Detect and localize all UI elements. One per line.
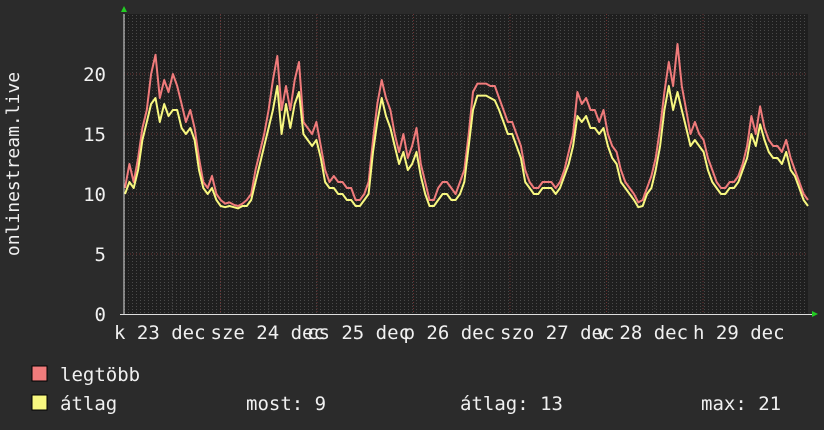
y-tick-label: 20 xyxy=(83,64,106,86)
axes xyxy=(120,6,818,317)
stat-average: átlag: 13 xyxy=(460,393,563,415)
x-tick-label: sze 24 dec xyxy=(211,322,325,344)
y-axis-label: onlinestream.live xyxy=(3,72,24,256)
legend-swatch-avg xyxy=(31,394,48,411)
y-tick-label: 10 xyxy=(83,184,106,206)
y-tick-labels: 0 5 10 15 20 xyxy=(83,64,106,326)
x-tick-label: h 29 dec xyxy=(693,322,785,344)
y-tick-label: 15 xyxy=(83,124,106,146)
x-tick-label: p 26 dec xyxy=(404,322,496,344)
series-line-average xyxy=(124,85,809,210)
x-tick-label: k 23 dec xyxy=(114,322,206,344)
legend-label-avg: átlag xyxy=(60,393,117,415)
x-tick-label: v 28 dec xyxy=(597,322,689,344)
series-line-max xyxy=(124,43,809,207)
x-tick-label: cs 25 dec xyxy=(307,322,410,344)
x-axis-arrow-icon xyxy=(812,311,818,317)
y-tick-label: 5 xyxy=(95,244,106,266)
legend-swatch-max xyxy=(31,365,48,382)
legend-label-max: legtöbb xyxy=(60,364,140,386)
y-tick-label: 0 xyxy=(95,304,106,326)
stat-now: most: 9 xyxy=(246,393,326,415)
stat-max: max: 21 xyxy=(701,393,781,415)
series-lines xyxy=(124,43,809,210)
y-axis-arrow-icon xyxy=(121,6,127,12)
x-tick-label: szo 27 dec xyxy=(500,322,614,344)
